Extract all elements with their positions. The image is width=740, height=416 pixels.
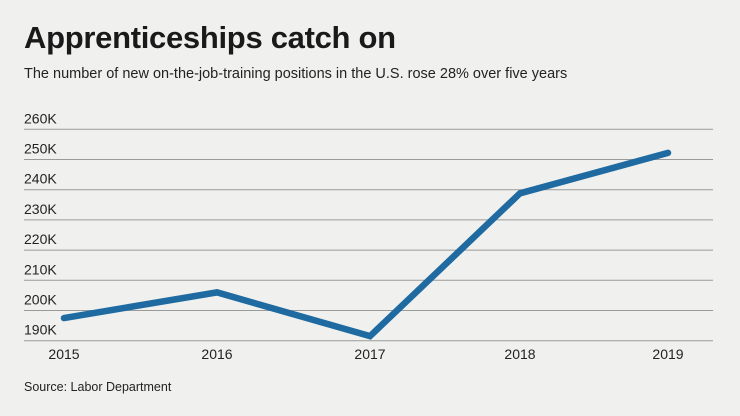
y-tick-label: 260K xyxy=(24,110,57,126)
x-tick-label: 2016 xyxy=(201,346,232,362)
y-tick-label: 190K xyxy=(24,322,57,338)
y-tick-label: 210K xyxy=(24,261,57,277)
x-tick-label: 2019 xyxy=(652,346,683,362)
y-tick-label: 220K xyxy=(24,231,57,247)
y-tick-label: 250K xyxy=(24,141,57,157)
x-tick-label: 2015 xyxy=(48,346,79,362)
y-tick-label: 230K xyxy=(24,201,57,217)
chart-title: Apprenticeships catch on xyxy=(24,20,396,55)
source-note: Source: Labor Department xyxy=(24,380,172,394)
x-tick-label: 2018 xyxy=(504,346,535,362)
chart-subtitle: The number of new on-the-job-training po… xyxy=(24,66,568,82)
series-line xyxy=(60,149,672,340)
y-tick-label: 200K xyxy=(24,292,57,308)
x-tick-label: 2017 xyxy=(354,346,385,362)
y-tick-label: 240K xyxy=(24,171,57,187)
